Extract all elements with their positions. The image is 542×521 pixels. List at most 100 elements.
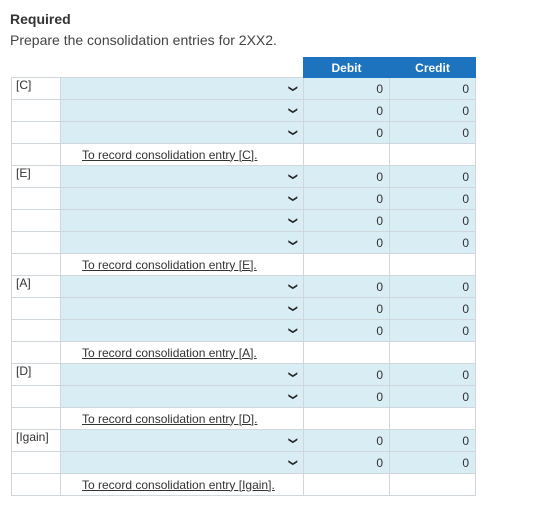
account-dropdown[interactable]: ❯ — [61, 276, 303, 297]
entry-row: ❯ 0 0 — [11, 451, 476, 474]
chevron-down-icon[interactable]: ❯ — [287, 106, 298, 115]
credit-input[interactable]: 0 — [389, 121, 476, 144]
entry-key-cell — [11, 297, 61, 320]
credit-input[interactable]: 0 — [389, 429, 476, 452]
account-dropdown[interactable]: ❯ — [61, 122, 303, 143]
entry-row: ❯ 0 0 — [11, 209, 476, 232]
entry-memo-text: To record consolidation entry [Igain]. — [82, 477, 275, 492]
debit-input[interactable]: 0 — [303, 121, 390, 144]
account-select[interactable]: ❯ — [60, 451, 304, 474]
account-select[interactable]: ❯ — [60, 297, 304, 320]
credit-input[interactable]: 0 — [389, 385, 476, 408]
account-dropdown[interactable]: ❯ — [61, 188, 303, 209]
chevron-down-icon[interactable]: ❯ — [287, 172, 298, 181]
chevron-down-icon[interactable]: ❯ — [287, 282, 298, 291]
entry-row: ❯ 0 0 — [11, 385, 476, 408]
required-heading: Required — [10, 11, 71, 27]
debit-input[interactable]: 0 — [303, 231, 390, 254]
entry-memo-text: To record consolidation entry [A]. — [82, 345, 257, 360]
chevron-down-icon[interactable]: ❯ — [287, 84, 298, 93]
debit-input[interactable]: 0 — [303, 187, 390, 210]
memo-key-cell — [11, 341, 61, 364]
entries-body: [C] ❯ 0 0 ❯ 0 0 ❯ 0 0 To record consolidation entr… — [11, 77, 476, 496]
key-column-header — [11, 57, 61, 78]
chevron-down-icon[interactable]: ❯ — [287, 458, 298, 467]
entry-row: ❯ 0 0 — [11, 99, 476, 122]
account-select[interactable]: ❯ — [60, 187, 304, 210]
account-select[interactable]: ❯ — [60, 99, 304, 122]
entry-key-cell — [11, 385, 61, 408]
account-select[interactable]: ❯ — [60, 231, 304, 254]
account-select[interactable]: ❯ — [60, 363, 304, 386]
credit-input[interactable]: 0 — [389, 363, 476, 386]
credit-input[interactable]: 0 — [389, 77, 476, 100]
credit-input[interactable]: 0 — [389, 99, 476, 122]
memo-cell: To record consolidation entry [Igain]. — [60, 473, 304, 496]
credit-input[interactable]: 0 — [389, 187, 476, 210]
instruction-text: Prepare the consolidation entries for 2X… — [10, 32, 277, 48]
debit-input[interactable]: 0 — [303, 165, 390, 188]
consolidation-entries-table: Debit Credit [C] ❯ 0 0 ❯ 0 0 ❯ 0 0 To record conso… — [11, 57, 476, 496]
account-select[interactable]: ❯ — [60, 165, 304, 188]
credit-input[interactable]: 0 — [389, 231, 476, 254]
entry-row: ❯ 0 0 — [11, 187, 476, 210]
account-dropdown[interactable]: ❯ — [61, 210, 303, 231]
table-header-row: Debit Credit — [11, 57, 476, 78]
account-select[interactable]: ❯ — [60, 429, 304, 452]
entry-key-cell: [Igain] — [11, 429, 61, 452]
credit-input[interactable]: 0 — [389, 451, 476, 474]
account-dropdown[interactable]: ❯ — [61, 364, 303, 385]
debit-input[interactable]: 0 — [303, 429, 390, 452]
account-select[interactable]: ❯ — [60, 121, 304, 144]
chevron-down-icon[interactable]: ❯ — [287, 128, 298, 137]
chevron-down-icon[interactable]: ❯ — [287, 326, 298, 335]
debit-input[interactable]: 0 — [303, 451, 390, 474]
entry-row: ❯ 0 0 — [11, 231, 476, 254]
entry-key-cell: [A] — [11, 275, 61, 298]
memo-credit-cell — [389, 253, 476, 276]
debit-input[interactable]: 0 — [303, 385, 390, 408]
debit-input[interactable]: 0 — [303, 319, 390, 342]
credit-input[interactable]: 0 — [389, 165, 476, 188]
account-select[interactable]: ❯ — [60, 275, 304, 298]
credit-input[interactable]: 0 — [389, 319, 476, 342]
account-dropdown[interactable]: ❯ — [61, 320, 303, 341]
memo-cell: To record consolidation entry [E]. — [60, 253, 304, 276]
account-dropdown[interactable]: ❯ — [61, 430, 303, 451]
debit-input[interactable]: 0 — [303, 275, 390, 298]
entry-row: ❯ 0 0 — [11, 319, 476, 342]
account-dropdown[interactable]: ❯ — [61, 386, 303, 407]
debit-input[interactable]: 0 — [303, 209, 390, 232]
credit-input[interactable]: 0 — [389, 275, 476, 298]
account-select[interactable]: ❯ — [60, 319, 304, 342]
debit-input[interactable]: 0 — [303, 297, 390, 320]
chevron-down-icon[interactable]: ❯ — [287, 436, 298, 445]
entry-key-cell — [11, 209, 61, 232]
entry-key-cell — [11, 319, 61, 342]
chevron-down-icon[interactable]: ❯ — [287, 238, 298, 247]
account-select[interactable]: ❯ — [60, 77, 304, 100]
entry-row: [A] ❯ 0 0 — [11, 275, 476, 298]
debit-input[interactable]: 0 — [303, 363, 390, 386]
account-dropdown[interactable]: ❯ — [61, 298, 303, 319]
account-dropdown[interactable]: ❯ — [61, 452, 303, 473]
account-dropdown[interactable]: ❯ — [61, 166, 303, 187]
account-select[interactable]: ❯ — [60, 385, 304, 408]
account-select[interactable]: ❯ — [60, 209, 304, 232]
debit-input[interactable]: 0 — [303, 99, 390, 122]
chevron-down-icon[interactable]: ❯ — [287, 392, 298, 401]
account-dropdown[interactable]: ❯ — [61, 100, 303, 121]
entry-memo-text: To record consolidation entry [D]. — [82, 411, 258, 426]
chevron-down-icon[interactable]: ❯ — [287, 194, 298, 203]
chevron-down-icon[interactable]: ❯ — [287, 216, 298, 225]
account-dropdown[interactable]: ❯ — [61, 78, 303, 99]
debit-input[interactable]: 0 — [303, 77, 390, 100]
memo-row: To record consolidation entry [D]. — [11, 407, 476, 430]
chevron-down-icon[interactable]: ❯ — [287, 304, 298, 313]
credit-input[interactable]: 0 — [389, 209, 476, 232]
memo-debit-cell — [303, 407, 390, 430]
account-dropdown[interactable]: ❯ — [61, 232, 303, 253]
chevron-down-icon[interactable]: ❯ — [287, 370, 298, 379]
credit-input[interactable]: 0 — [389, 297, 476, 320]
entry-key-cell — [11, 187, 61, 210]
